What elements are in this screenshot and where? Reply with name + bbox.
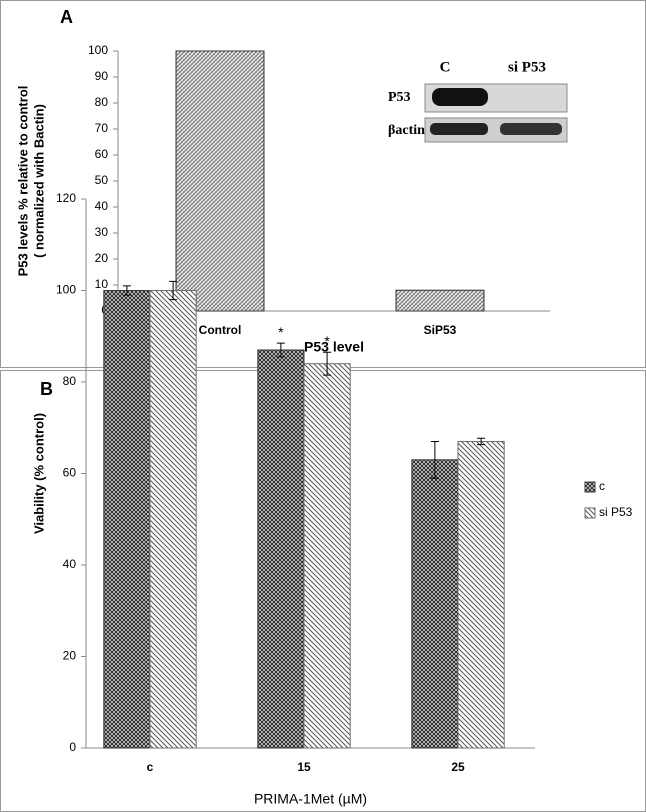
bar (175, 50, 265, 312)
blot-row-label: P53 (388, 90, 411, 105)
annotation: * (324, 333, 330, 349)
blot-column-label: C (440, 59, 451, 75)
y-tick-label: 100 (56, 283, 76, 297)
y-tick-label: 90 (95, 69, 109, 83)
y-tick-label: 80 (95, 95, 109, 109)
y-tick-label: 60 (95, 147, 109, 161)
panel-label: B (40, 379, 53, 399)
y-tick-label: 20 (95, 251, 109, 265)
blot-column-label: si P53 (508, 59, 546, 75)
x-tick-label: Control (199, 323, 242, 337)
y-tick-label: 10 (95, 277, 109, 291)
y-axis-label: P53 levels % relative to control (15, 86, 30, 277)
bar (257, 349, 305, 749)
y-tick-label: 100 (88, 43, 108, 57)
x-tick-label: 25 (451, 760, 465, 774)
error-bar (276, 342, 285, 358)
blot-band (430, 123, 488, 135)
y-axis-label: ( normalized with Bactin) (31, 104, 46, 258)
y-tick-label: 20 (63, 649, 77, 663)
y-tick-label: 40 (95, 199, 109, 213)
bar (457, 440, 505, 749)
legend-label: si P53 (599, 505, 633, 519)
error-bar (323, 351, 332, 376)
error-bar (122, 285, 131, 296)
y-axis-label: Viability (% control) (31, 413, 46, 534)
y-tick-label: 70 (95, 121, 109, 135)
error-bar (169, 280, 178, 301)
bar (395, 289, 485, 312)
y-tick-label: 60 (63, 466, 77, 480)
y-tick-label: 80 (63, 374, 77, 388)
y-tick-label: 50 (95, 173, 109, 187)
x-tick-label: 15 (297, 760, 311, 774)
panel-label: A (60, 7, 73, 27)
bar (411, 459, 459, 749)
blot-band (432, 88, 488, 106)
bar (103, 290, 151, 749)
y-tick-label: 30 (95, 225, 109, 239)
y-tick-label: 120 (56, 191, 76, 205)
bar (303, 363, 351, 749)
legend-label: c (599, 479, 605, 493)
legend-swatch (584, 481, 596, 493)
x-tick-label: SiP53 (424, 323, 457, 337)
x-axis-label: P53 level (304, 339, 364, 355)
y-tick-label: 0 (69, 740, 76, 754)
blot-row-label: βactin (388, 123, 425, 138)
x-axis-label: PRIMA-1Met (µM) (254, 791, 367, 807)
bar (149, 290, 197, 749)
x-tick-label: c (147, 760, 154, 774)
legend-swatch (584, 507, 596, 519)
annotation: * (278, 324, 284, 340)
error-bar (477, 437, 486, 446)
blot-band (500, 123, 562, 135)
error-bar (430, 440, 439, 479)
y-tick-label: 40 (63, 557, 77, 571)
